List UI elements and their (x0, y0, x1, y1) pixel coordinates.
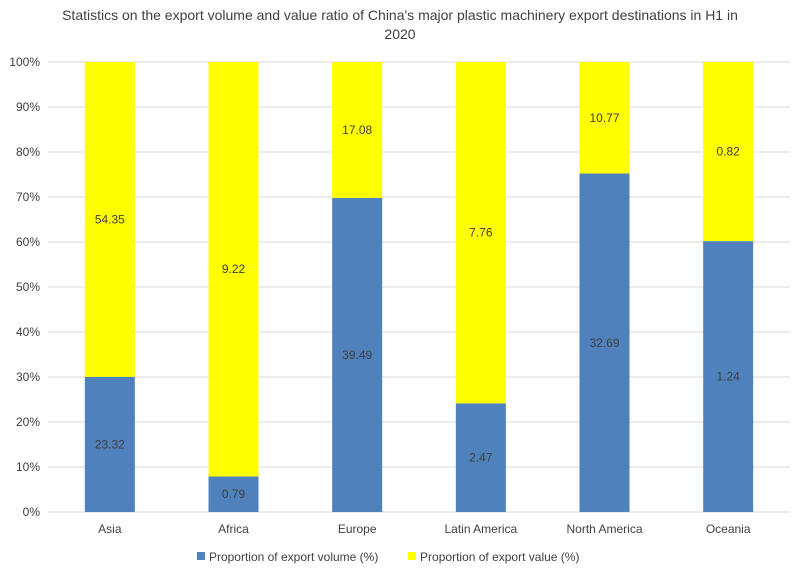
data-label: 10.77 (589, 111, 619, 125)
legend-swatch (196, 552, 205, 560)
y-tick-label: 0% (23, 505, 41, 519)
data-label: 7.76 (469, 226, 493, 240)
y-tick-label: 70% (16, 190, 40, 204)
bar-segment (208, 62, 259, 477)
y-tick-label: 40% (16, 325, 40, 339)
data-label: 17.08 (342, 123, 372, 137)
x-tick-label: Europe (338, 522, 377, 536)
data-label: 54.35 (95, 212, 125, 226)
bar-segment (579, 173, 630, 512)
data-label: 0.79 (222, 487, 246, 501)
data-label: 23.32 (95, 437, 125, 451)
legend-swatch (408, 552, 417, 560)
data-label: 1.24 (716, 370, 740, 384)
bar-segment (703, 241, 754, 512)
x-tick-label: Asia (98, 522, 122, 536)
x-tick-label: Oceania (706, 522, 751, 536)
x-tick-label: Latin America (444, 522, 517, 536)
bar-segment (332, 62, 383, 198)
x-tick-label: North America (566, 522, 642, 536)
y-tick-label: 30% (16, 370, 40, 384)
bar-segment (703, 62, 754, 242)
data-label: 32.69 (589, 336, 619, 350)
data-label: 0.82 (716, 145, 740, 159)
bar-segment (579, 62, 630, 174)
y-tick-label: 80% (16, 145, 40, 159)
bar-segment (208, 476, 259, 512)
data-label: 9.22 (222, 262, 246, 276)
y-tick-label: 100% (9, 55, 40, 69)
bar-segment (84, 62, 135, 377)
data-label: 2.47 (469, 451, 493, 465)
y-tick-label: 50% (16, 280, 40, 294)
x-tick-label: Africa (218, 522, 249, 536)
y-tick-label: 20% (16, 415, 40, 429)
bar-segment (455, 403, 506, 512)
bar-segment (455, 62, 506, 404)
y-tick-label: 90% (16, 100, 40, 114)
legend-label: Proportion of export volume (%) (209, 550, 378, 564)
bar-segment (332, 197, 383, 512)
data-label: 39.49 (342, 348, 372, 362)
legend-label: Proportion of export value (%) (420, 550, 579, 564)
y-tick-label: 60% (16, 235, 40, 249)
bar-segment (84, 376, 135, 512)
y-tick-label: 10% (16, 460, 40, 474)
chart-title: Statistics on the export volume and valu… (62, 7, 738, 42)
